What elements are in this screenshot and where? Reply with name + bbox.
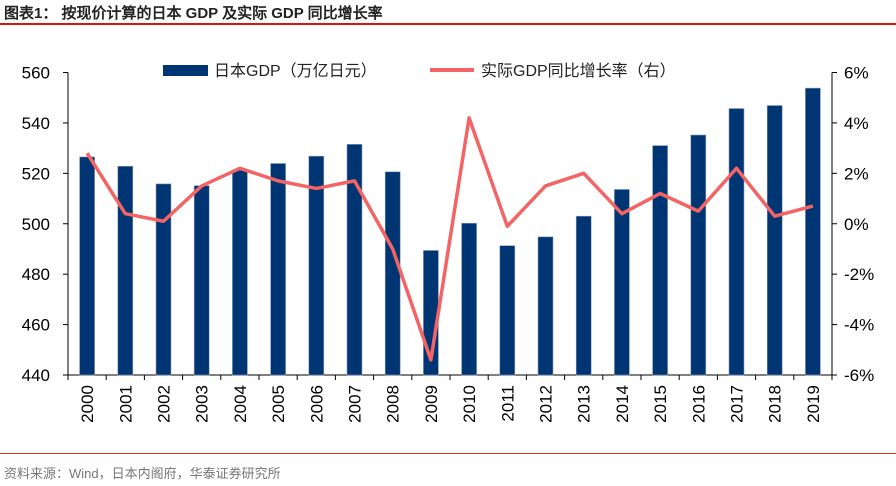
growth-rate-line — [85, 116, 814, 362]
x-tick-label: 2006 — [307, 385, 326, 423]
gdp-bar — [308, 155, 325, 376]
right-tick-label: -4% — [844, 316, 874, 335]
gdp-bar — [728, 108, 745, 376]
x-tick-label: 2016 — [689, 385, 708, 423]
gdp-bar — [805, 87, 821, 376]
left-tick-label: 460 — [22, 316, 50, 335]
left-tick-label: 540 — [22, 114, 50, 133]
gdp-bar — [232, 170, 248, 376]
left-tick-label: 480 — [22, 265, 50, 284]
gdp-bar — [270, 163, 286, 376]
right-tick-label: 6% — [844, 64, 869, 83]
gdp-bar — [384, 171, 401, 376]
x-tick-label: 2013 — [575, 385, 594, 423]
right-tick-label: 0% — [844, 215, 869, 234]
growth-rate-series — [85, 116, 814, 362]
x-tick-label: 2014 — [613, 385, 632, 423]
x-tick-label: 2009 — [422, 385, 441, 423]
x-tick-label: 2007 — [346, 385, 365, 423]
x-tick-label: 2012 — [537, 385, 556, 423]
gdp-bar — [614, 189, 630, 376]
x-tick-label: 2017 — [728, 385, 747, 423]
title-divider — [0, 23, 896, 25]
x-tick-label: 2005 — [269, 385, 288, 423]
x-tick-label: 2019 — [804, 385, 823, 423]
right-tick-label: -6% — [844, 366, 874, 385]
chart-title: 图表1： 按现价计算的日本 GDP 及实际 GDP 同比增长率 — [4, 5, 383, 22]
left-tick-label: 500 — [22, 215, 50, 234]
left-tick-label: 560 — [22, 64, 50, 83]
gdp-bar — [79, 156, 95, 376]
x-tick-label: 2002 — [155, 385, 174, 423]
legend-line-label: 实际GDP同比增长率（右） — [481, 62, 676, 80]
x-tick-label: 2011 — [498, 385, 517, 422]
gdp-bar — [575, 215, 592, 376]
x-tick-label: 2015 — [651, 385, 670, 423]
gdp-bar — [766, 105, 783, 376]
gdp-bars — [79, 87, 821, 376]
gdp-bar — [461, 222, 477, 376]
x-tick-label: 2008 — [384, 385, 403, 423]
x-tick-label: 2000 — [78, 385, 97, 423]
footer-divider — [0, 453, 896, 454]
gdp-bar — [193, 185, 210, 376]
x-tick-label: 2018 — [766, 385, 785, 423]
source-note: 资料来源：Wind，日本内阁府，华泰证券研究所 — [4, 466, 281, 481]
gdp-bar — [652, 145, 668, 376]
right-tick-label: 4% — [844, 114, 869, 133]
x-tick-label: 2004 — [231, 385, 250, 423]
gdp-bar — [690, 134, 707, 376]
left-tick-label: 440 — [22, 366, 50, 385]
legend-bar-swatch — [163, 65, 208, 76]
x-tick-label: 2010 — [460, 385, 479, 423]
x-tick-label: 2003 — [193, 385, 212, 423]
legend: 日本GDP（万亿日元） 实际GDP同比增长率（右） — [163, 62, 676, 80]
legend-bar-label: 日本GDP（万亿日元） — [214, 62, 377, 80]
gdp-bar — [117, 165, 134, 376]
gdp-bar — [346, 144, 363, 376]
right-tick-label: 2% — [844, 164, 869, 183]
gdp-bar — [537, 236, 554, 376]
gdp-bar — [155, 183, 172, 376]
right-tick-label: -2% — [844, 265, 874, 284]
left-tick-label: 520 — [22, 164, 50, 183]
x-tick-label: 2001 — [116, 385, 135, 423]
gdp-bar — [499, 245, 516, 376]
